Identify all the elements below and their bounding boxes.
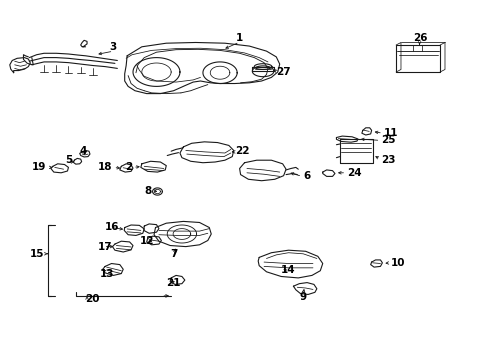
Text: 24: 24 xyxy=(346,168,361,178)
Text: 14: 14 xyxy=(281,265,295,275)
Text: 8: 8 xyxy=(144,186,151,196)
Text: 1: 1 xyxy=(236,33,243,43)
Text: 10: 10 xyxy=(390,258,405,268)
Text: 17: 17 xyxy=(98,242,112,252)
Text: 27: 27 xyxy=(276,67,290,77)
Text: 23: 23 xyxy=(381,155,395,165)
Text: 20: 20 xyxy=(85,294,100,304)
Text: 11: 11 xyxy=(383,128,398,138)
Text: 15: 15 xyxy=(29,249,44,259)
Text: 16: 16 xyxy=(105,222,120,232)
Text: 22: 22 xyxy=(234,146,249,156)
Text: 3: 3 xyxy=(109,42,116,52)
Text: 25: 25 xyxy=(381,135,395,145)
Text: 9: 9 xyxy=(299,292,306,302)
Text: 6: 6 xyxy=(303,171,310,181)
Text: 7: 7 xyxy=(169,249,177,259)
Text: 26: 26 xyxy=(412,33,427,43)
Text: 2: 2 xyxy=(124,162,132,172)
Text: 12: 12 xyxy=(139,236,154,246)
Text: 5: 5 xyxy=(65,155,72,165)
Text: 13: 13 xyxy=(100,269,115,279)
Text: 19: 19 xyxy=(32,162,46,172)
Text: 21: 21 xyxy=(166,278,181,288)
Text: 18: 18 xyxy=(98,162,112,172)
Text: 4: 4 xyxy=(79,146,87,156)
